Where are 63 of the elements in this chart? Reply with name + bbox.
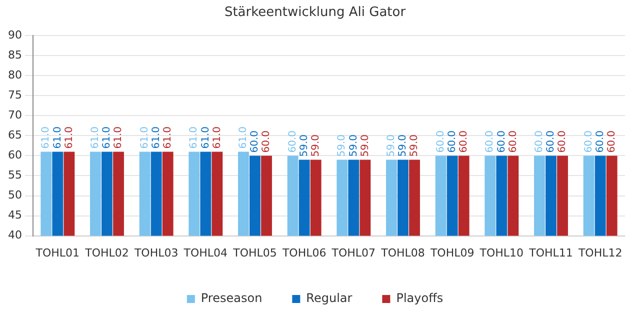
y-tick-label: 60 bbox=[8, 148, 22, 162]
data-label: 60.0 bbox=[534, 130, 546, 153]
data-label: 59.0 bbox=[386, 134, 398, 157]
data-label: 59.0 bbox=[398, 134, 409, 157]
legend-label: Preseason bbox=[200, 291, 262, 306]
y-tick-label: 55 bbox=[8, 168, 22, 182]
x-tick-label: TOHL08 bbox=[380, 246, 425, 260]
legend-label: Regular bbox=[306, 291, 352, 306]
data-label: 60.0 bbox=[583, 130, 594, 153]
data-label: 61.0 bbox=[200, 126, 212, 149]
data-label: 61.0 bbox=[102, 126, 113, 149]
data-label: 60.0 bbox=[594, 130, 606, 153]
x-tick-label: TOHL06 bbox=[281, 246, 326, 260]
x-tick-label: TOHL12 bbox=[577, 246, 622, 260]
data-label: 60.0 bbox=[496, 130, 508, 153]
data-label: 60.0 bbox=[435, 130, 446, 153]
data-label: 59.0 bbox=[310, 134, 322, 157]
y-tick-label: 80 bbox=[8, 68, 22, 82]
x-tick-label: TOHL11 bbox=[528, 246, 573, 260]
x-tick-label: TOHL09 bbox=[429, 246, 474, 260]
data-label: 59.0 bbox=[348, 134, 360, 157]
data-label: 61.0 bbox=[150, 126, 162, 149]
y-tick-label: 50 bbox=[8, 188, 22, 202]
data-label: 61.0 bbox=[238, 126, 250, 149]
data-label: 60.0 bbox=[606, 130, 618, 153]
data-label: 61.0 bbox=[113, 126, 124, 149]
y-tick-label: 45 bbox=[8, 208, 22, 222]
y-tick-label: 65 bbox=[8, 128, 22, 142]
data-label: 59.0 bbox=[298, 134, 310, 157]
x-tick-label: TOHL01 bbox=[34, 246, 80, 260]
data-label: 61.0 bbox=[188, 126, 200, 149]
x-tick-label: TOHL02 bbox=[84, 246, 129, 260]
y-tick-label: 75 bbox=[8, 88, 22, 102]
x-tick-label: TOHL04 bbox=[182, 246, 228, 260]
data-label: 61.0 bbox=[139, 126, 150, 149]
x-tick-label: TOHL03 bbox=[133, 246, 178, 260]
data-label: 60.0 bbox=[546, 130, 557, 153]
data-label: 60.0 bbox=[261, 130, 272, 153]
data-label: 60.0 bbox=[557, 130, 568, 153]
data-label: 61.0 bbox=[162, 126, 174, 149]
data-label: 60.0 bbox=[458, 130, 470, 153]
chart-title: Stärkeentwicklung Ali Gator bbox=[224, 5, 406, 20]
data-label: 61.0 bbox=[40, 126, 52, 149]
y-tick-label: 70 bbox=[8, 108, 22, 122]
data-label: 59.0 bbox=[360, 134, 371, 157]
data-label: 61.0 bbox=[52, 126, 64, 149]
data-label: 60.0 bbox=[446, 130, 458, 153]
x-tick-label: TOHL10 bbox=[478, 246, 524, 260]
y-tick-label: 90 bbox=[8, 28, 22, 42]
y-tick-label: 40 bbox=[8, 228, 22, 242]
data-label: 60.0 bbox=[287, 130, 298, 153]
legend-label: Playoffs bbox=[396, 291, 444, 306]
data-label: 59.0 bbox=[409, 134, 420, 157]
data-label: 61.0 bbox=[212, 126, 223, 149]
data-label: 60.0 bbox=[508, 130, 519, 153]
x-tick-label: TOHL07 bbox=[330, 246, 376, 260]
data-label: 60.0 bbox=[484, 130, 496, 153]
data-label: 61.0 bbox=[64, 126, 75, 149]
y-tick-label: 85 bbox=[8, 48, 22, 62]
data-label: 61.0 bbox=[90, 126, 102, 149]
data-label: 59.0 bbox=[336, 134, 348, 157]
x-tick-label: TOHL05 bbox=[232, 246, 277, 260]
data-label: 60.0 bbox=[250, 130, 261, 153]
